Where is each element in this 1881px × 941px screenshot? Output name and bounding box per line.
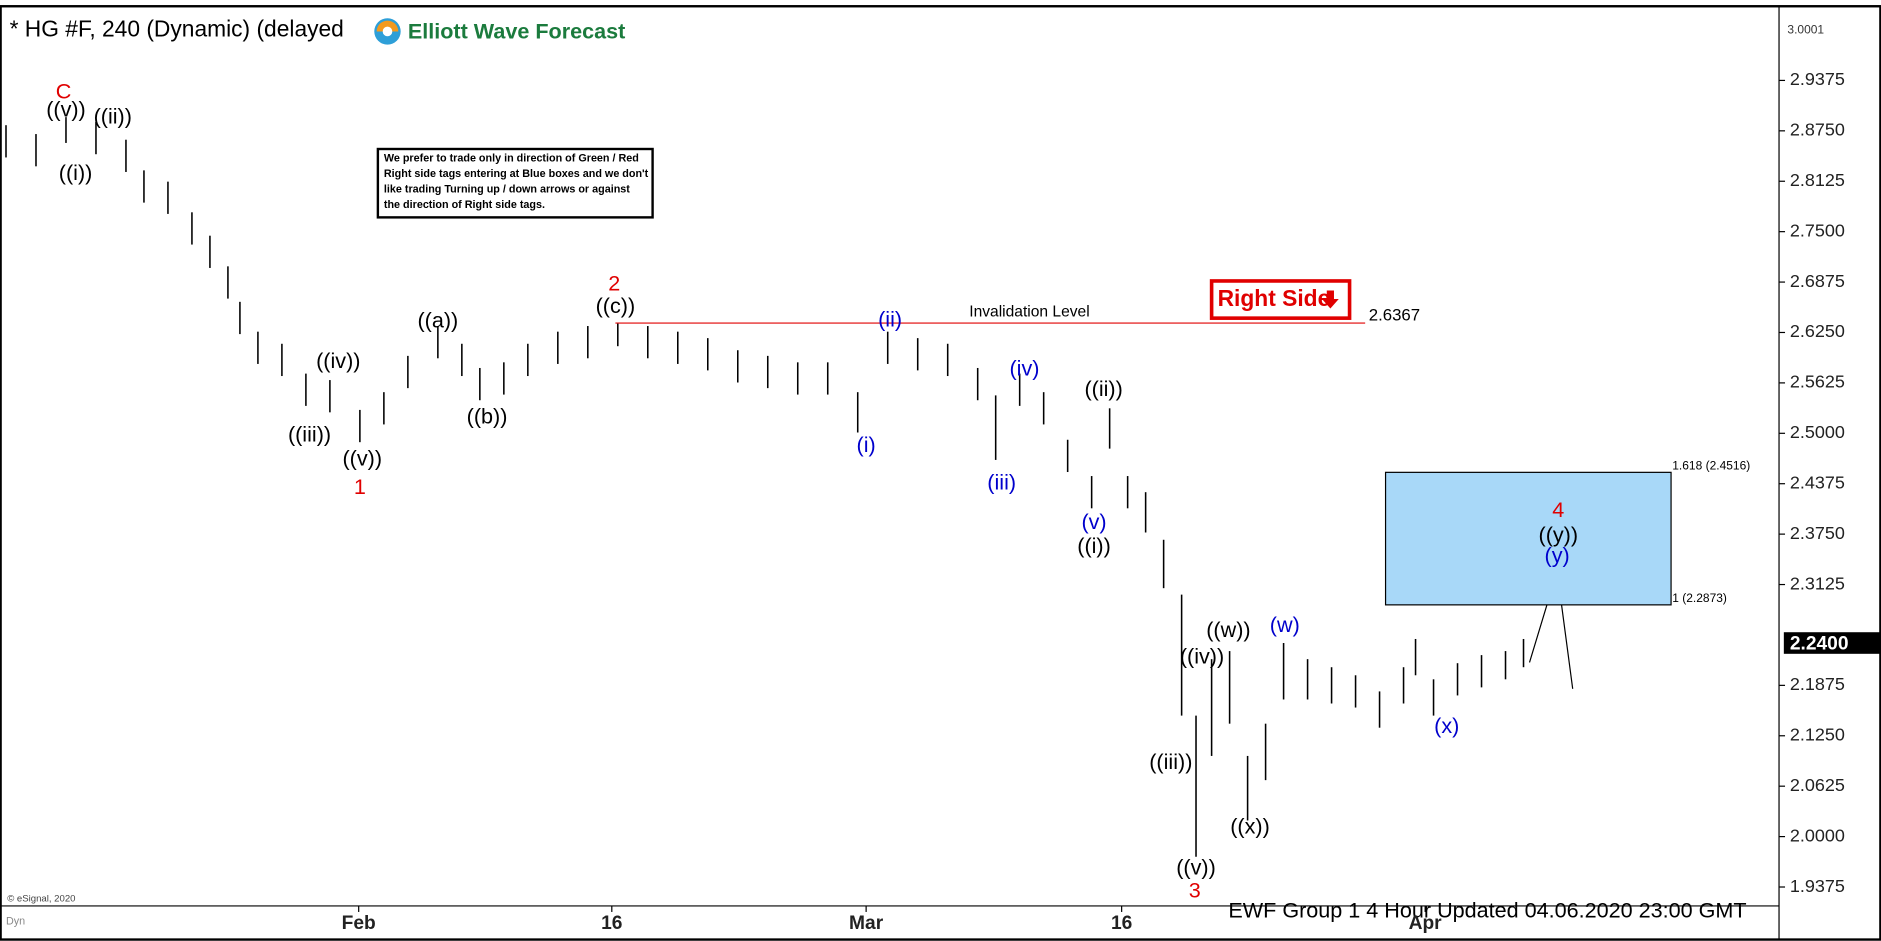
tag-text: Right Side bbox=[1218, 285, 1331, 311]
invalidation-value: 2.6367 bbox=[1369, 305, 1420, 324]
y-tick-label: 1.9375 bbox=[1790, 876, 1845, 896]
wave-label: (x) bbox=[1434, 713, 1459, 738]
wave-label: ((i)) bbox=[1077, 533, 1111, 558]
wave-label: ((ii)) bbox=[94, 104, 132, 129]
wave-label: 2 bbox=[608, 270, 620, 295]
y-tick-label: 2.3125 bbox=[1790, 573, 1845, 593]
logo: Elliott Wave Forecast bbox=[374, 18, 625, 45]
y-tick-label: 2.8125 bbox=[1790, 170, 1845, 190]
wave-label: ((x)) bbox=[1230, 814, 1270, 839]
y-tick-label: 2.3750 bbox=[1790, 523, 1845, 543]
last-price-box bbox=[1783, 632, 1880, 654]
chart-title: * HG #F, 240 (Dynamic) (delayed bbox=[10, 15, 344, 41]
invalidation-label: Invalidation Level bbox=[969, 303, 1089, 320]
blue-box bbox=[1384, 471, 1672, 606]
footer: EWF Group 1 4 Hour Updated 04.06.2020 23… bbox=[1228, 898, 1746, 923]
wave-label: (i) bbox=[857, 432, 876, 457]
note-box: We prefer to trade only in direction of … bbox=[376, 147, 654, 219]
wave-label: 3 bbox=[1189, 877, 1201, 902]
y-tick-label: 2.7500 bbox=[1790, 220, 1845, 240]
wave-label: C bbox=[56, 78, 72, 103]
y-tick-label: 2.1875 bbox=[1790, 674, 1845, 694]
tag-arrow bbox=[1321, 290, 1339, 309]
y-tick-label: 2.0625 bbox=[1790, 775, 1845, 795]
y-tick-label: 2.0000 bbox=[1790, 825, 1845, 845]
note-line: like trading Turning up / down arrows or… bbox=[384, 184, 630, 196]
y-tick-label: 2.5000 bbox=[1790, 422, 1845, 442]
wave-label: (ii) bbox=[878, 306, 902, 331]
y-tick-label: 2.6875 bbox=[1790, 271, 1845, 291]
wave-label: ((iii)) bbox=[288, 421, 331, 446]
frame bbox=[0, 5, 1881, 941]
wave-label: ((iv)) bbox=[316, 348, 360, 373]
logo-icon-part bbox=[376, 20, 399, 32]
wave-label: (iii) bbox=[987, 469, 1016, 494]
wave-label: (iv) bbox=[1009, 355, 1039, 380]
y-tick-label: 2.4375 bbox=[1790, 472, 1845, 492]
copyright: © eSignal, 2020 bbox=[7, 893, 75, 904]
note-frame bbox=[376, 147, 654, 219]
note-line: Right side tags entering at Blue boxes a… bbox=[384, 168, 649, 180]
wave-label: ((i)) bbox=[59, 160, 93, 185]
corner-tag: Dyn bbox=[6, 915, 25, 927]
wave-label: (w) bbox=[1270, 612, 1300, 637]
note-line: the direction of Right side tags. bbox=[384, 199, 545, 211]
y-tick-label: 2.5625 bbox=[1790, 372, 1845, 392]
note-line: We prefer to trade only in direction of … bbox=[384, 152, 639, 164]
right-side-tag: Right Side bbox=[1209, 279, 1352, 320]
y-tick-label: 2.8750 bbox=[1790, 120, 1845, 140]
wave-label: ((ii)) bbox=[1084, 376, 1122, 401]
y-tick-label: 2.6250 bbox=[1790, 321, 1845, 341]
wave-label: (v) bbox=[1081, 509, 1106, 534]
y-tick-label: 2.9375 bbox=[1790, 69, 1845, 89]
wave-label: ((iv)) bbox=[1180, 643, 1224, 668]
wave-label: ((y)) bbox=[1539, 522, 1579, 547]
logo-icon-center bbox=[382, 26, 393, 37]
wave-label: ((w)) bbox=[1206, 617, 1250, 642]
x-tick-label: Feb bbox=[342, 913, 376, 934]
wave-label: ((a)) bbox=[417, 307, 458, 332]
wave-label: ((v)) bbox=[343, 445, 383, 470]
wave-label: 1 bbox=[354, 474, 366, 499]
y-tick-label: 2.1250 bbox=[1790, 725, 1845, 745]
x-tick-label: 16 bbox=[601, 913, 622, 934]
axis-top-label: 3.0001 bbox=[1787, 22, 1824, 36]
x-tick-label: 16 bbox=[1111, 913, 1132, 934]
wave-label: ((c)) bbox=[596, 293, 636, 318]
x-tick-label: Apr bbox=[1409, 913, 1443, 934]
wave-label: ((v)) bbox=[1176, 854, 1216, 879]
brand: Elliott Wave Forecast bbox=[408, 18, 625, 43]
wave-label: ((b)) bbox=[467, 403, 508, 428]
wave-label: 4 bbox=[1552, 497, 1564, 522]
x-tick-label: Mar bbox=[849, 913, 884, 934]
wave-label: ((iii)) bbox=[1149, 749, 1192, 774]
fib-label: 1.618 (2.4516) bbox=[1672, 459, 1750, 473]
last-price-label: 2.2400 bbox=[1790, 633, 1849, 654]
fib-label: 1 (2.2873) bbox=[1672, 591, 1727, 605]
wave-label: (y) bbox=[1545, 543, 1570, 568]
wave-label: ((v)) bbox=[46, 96, 86, 121]
